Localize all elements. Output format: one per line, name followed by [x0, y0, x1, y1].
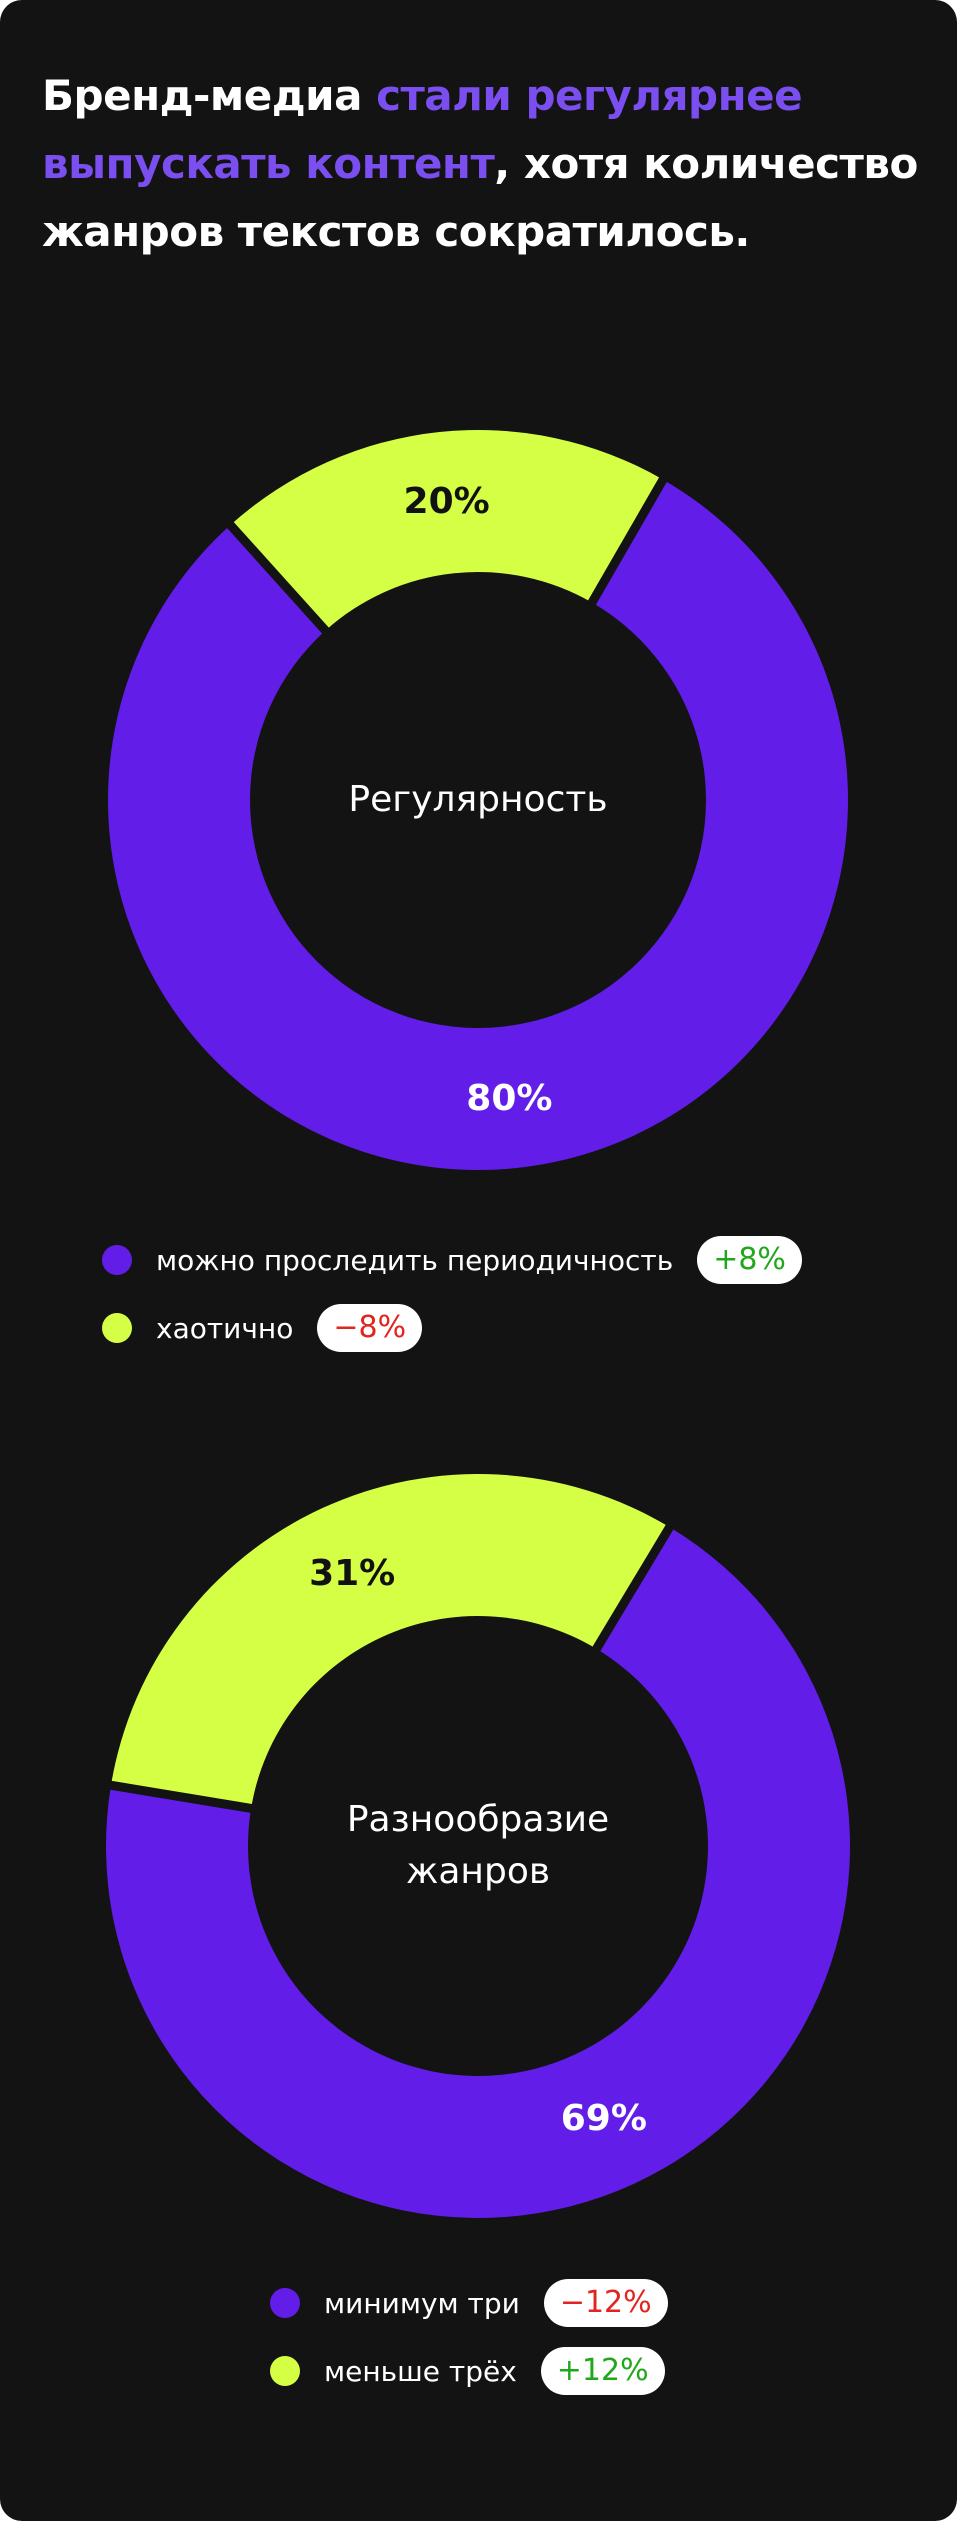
legend-label-min-three: минимум три [324, 2286, 520, 2320]
slice-separator [585, 472, 670, 610]
headline-text-end: , хотя количество жанров текстов сократи… [42, 139, 918, 256]
donut-slice-min-three [105, 1527, 850, 2218]
regularity-center-label: Регулярность [348, 779, 608, 820]
change-badge-periodic: +8% [697, 1236, 802, 1284]
slice-separator [104, 1779, 258, 1814]
purple-dot-icon [102, 1245, 132, 1275]
legend-item-min-three: минимум три −12% [270, 2276, 668, 2330]
regularity-donut-svg: 80% 20% [108, 429, 849, 1170]
legend-label-chaotic: хаотично [156, 1311, 294, 1345]
change-badge-less-three: +12% [540, 2347, 665, 2395]
legend-item-chaotic: хаотично −8% [102, 1301, 802, 1355]
slice-value-label-periodic: 80% [466, 1078, 552, 1119]
headline-highlight: стали регулярнее выпускать контент [42, 71, 803, 188]
slice-value-label-min-three: 69% [561, 2098, 647, 2139]
lime-dot-icon [270, 2356, 300, 2386]
change-badge-chaotic: −8% [317, 1304, 423, 1352]
change-badge-min-three: −12% [543, 2279, 668, 2327]
slice-value-label-less-three: 31% [309, 1553, 395, 1594]
legend-label-periodic: можно проследить периодичность [156, 1243, 674, 1277]
legend-item-periodic: можно проследить периодичность +8% [102, 1233, 802, 1287]
lime-dot-icon [102, 1313, 132, 1343]
headline-text-start: Бренд-медиа [42, 71, 377, 120]
slice-separator [223, 517, 333, 639]
genre-variety-legend: минимум три −12% меньше трёх +12% [270, 2276, 668, 2412]
genre-variety-donut-svg: 69% 31% [104, 1474, 850, 2218]
genre-variety-donut-chart: 69% 31% Разнообразие жанров [0, 1474, 957, 2234]
legend-label-less-three: меньше трёх [324, 2354, 517, 2388]
donut-slice-chaotic [230, 429, 663, 631]
regularity-donut-chart: 80% 20% Регулярность [0, 429, 957, 1190]
donut-slice-less-three [110, 1474, 670, 1809]
headline: Бренд-медиа стали регулярнее выпускать к… [42, 62, 922, 266]
slice-separator [589, 1519, 677, 1657]
legend-item-less-three: меньше трёх +12% [270, 2344, 668, 2398]
genre-variety-center-label: Разнообразие жанров [346, 1799, 610, 1892]
donut-slice-periodic [108, 479, 849, 1170]
purple-dot-icon [270, 2288, 300, 2318]
slice-value-label-chaotic: 20% [404, 481, 490, 522]
regularity-legend: можно проследить периодичность +8% хаоти… [102, 1233, 802, 1369]
